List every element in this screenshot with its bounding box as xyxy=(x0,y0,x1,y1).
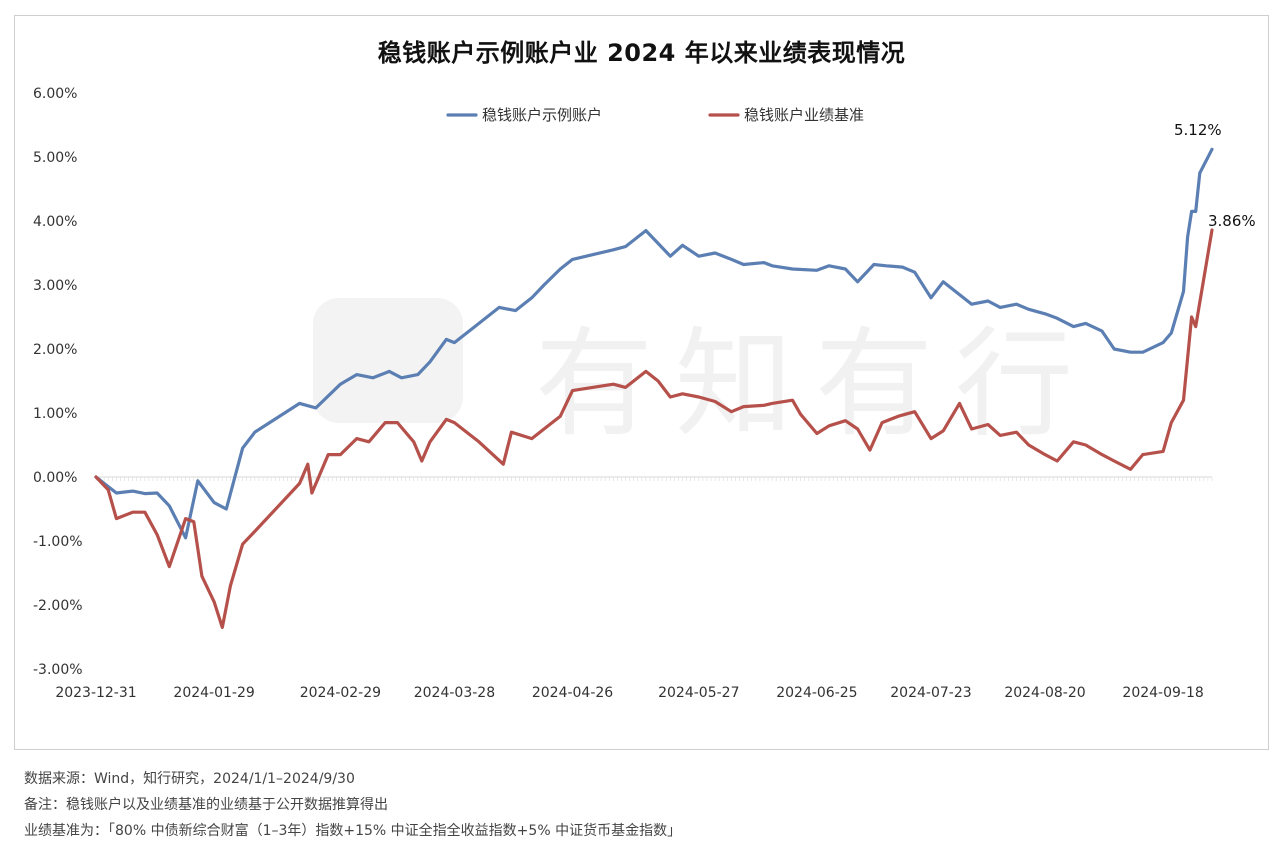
x-tick-label: 2024-03-28 xyxy=(414,685,495,701)
y-tick-label: 5.00% xyxy=(33,150,77,166)
y-tick-label: 6.00% xyxy=(33,86,77,102)
benchmark-note: 业绩基准为：「80% 中债新综合财富（1–3年）指数+15% 中证全指全收益指数… xyxy=(24,823,682,839)
y-tick-label: -2.00% xyxy=(33,598,83,614)
y-tick-label: 4.00% xyxy=(33,214,77,230)
y-tick-label: -3.00% xyxy=(33,662,83,678)
x-tick-label: 2024-07-23 xyxy=(890,685,971,701)
y-tick-label: -1.00% xyxy=(33,534,83,550)
end-labels: 5.12% 3.86% xyxy=(1174,121,1256,230)
x-tick-label: 2024-04-26 xyxy=(532,685,613,701)
series-line-1 xyxy=(94,147,1214,540)
x-tick-label: 2024-05-27 xyxy=(658,685,739,701)
x-tick-label: 2024-02-29 xyxy=(300,685,381,701)
x-tick-label: 2024-06-25 xyxy=(776,685,857,701)
end-value-label: 3.86% xyxy=(1208,212,1256,230)
legend: 稳钱账户示例账户 稳钱账户业绩基准 xyxy=(446,106,864,124)
y-axis-labels: 6.00% 5.00% 4.00% 3.00% 2.00% 1.00% 0.00% -1.00… xyxy=(33,86,83,678)
source-note: 数据来源：Wind，知行研究，2024/1/1–2024/9/30 xyxy=(24,771,355,787)
remark-note: 备注：稳钱账户以及业绩基准的业绩基于公开数据推算得出 xyxy=(24,797,388,813)
legend-label: 稳钱账户业绩基准 xyxy=(744,106,864,124)
x-tick-label: 2024-09-18 xyxy=(1122,685,1203,701)
x-tick-label: 2023-12-31 xyxy=(55,685,136,701)
legend-label: 稳钱账户示例账户 xyxy=(482,106,602,124)
footnotes: 数据来源：Wind，知行研究，2024/1/1–2024/9/30 备注：稳钱账… xyxy=(24,766,681,844)
y-tick-label: 1.00% xyxy=(33,406,77,422)
chart-title: 稳钱账户示例账户业 2024 年以来业绩表现情况 xyxy=(377,39,906,67)
x-tick-label: 2024-01-29 xyxy=(173,685,254,701)
y-tick-label: 3.00% xyxy=(33,278,77,294)
series-lines xyxy=(94,147,1214,630)
y-tick-label: 2.00% xyxy=(33,342,77,358)
x-axis: 2023-12-31 2024-01-29 2024-02-29 2024-03-28… xyxy=(55,476,1213,701)
end-value-label: 5.12% xyxy=(1174,121,1222,139)
series-line-2 xyxy=(94,228,1214,630)
x-tick-label: 2024-08-20 xyxy=(1004,685,1085,701)
y-tick-label: 0.00% xyxy=(33,470,77,486)
